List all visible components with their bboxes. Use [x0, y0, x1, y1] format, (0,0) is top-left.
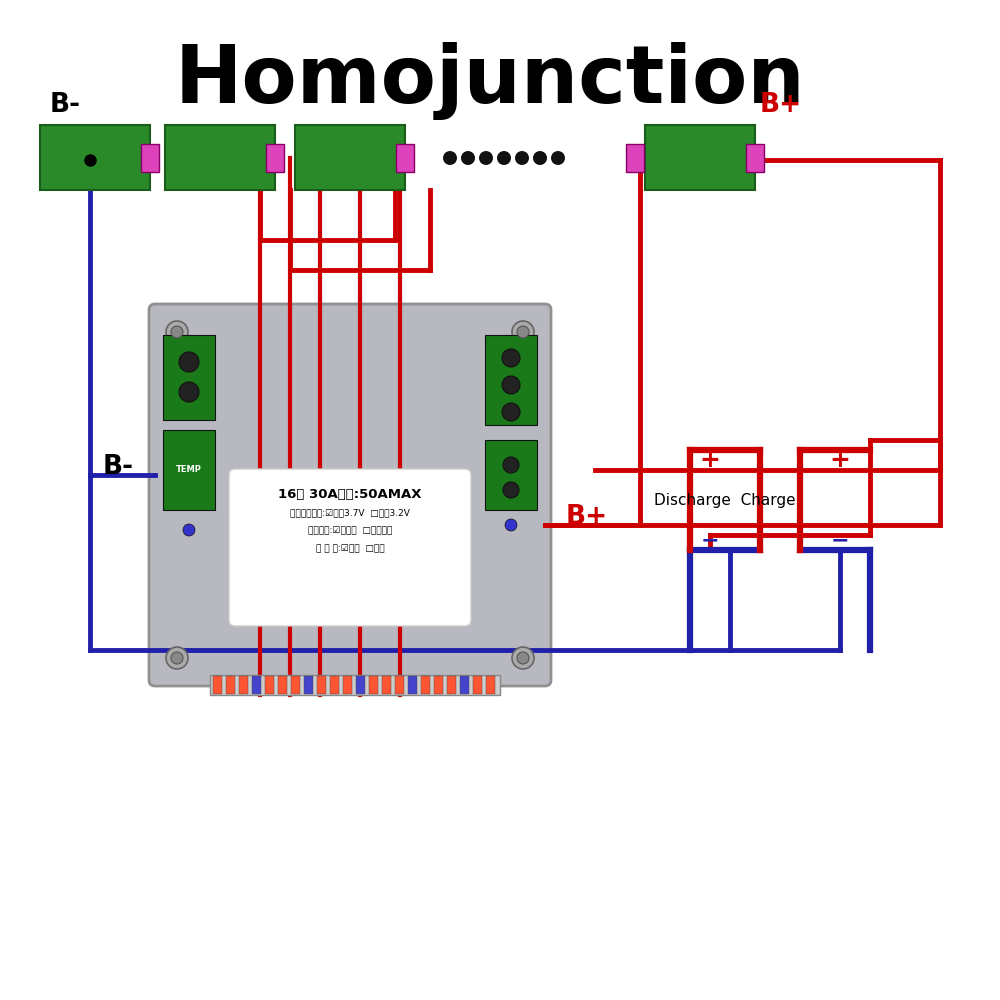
Bar	[252, 676, 261, 694]
Bar	[163, 335, 215, 420]
Circle shape	[166, 647, 188, 669]
Circle shape	[533, 151, 547, 165]
Bar	[460, 676, 469, 694]
Circle shape	[171, 652, 183, 664]
Circle shape	[443, 151, 457, 165]
Bar	[239, 676, 248, 694]
Bar	[226, 676, 235, 694]
Text: Homojunction: Homojunction	[175, 42, 805, 120]
Text: 均衡功能:☑带均衡  □不带均衡: 均衡功能:☑带均衡 □不带均衡	[308, 526, 392, 535]
FancyBboxPatch shape	[149, 304, 551, 686]
Text: 适合电芯类型:☑锂电3.7V  □铁锂3.2V: 适合电芯类型:☑锂电3.7V □铁锂3.2V	[290, 508, 410, 517]
Bar	[40, 125, 150, 190]
Text: −: −	[701, 530, 719, 550]
Text: −: −	[831, 530, 849, 550]
Bar	[421, 676, 430, 694]
FancyBboxPatch shape	[229, 469, 471, 626]
Circle shape	[551, 151, 565, 165]
Bar	[473, 676, 482, 694]
Bar	[356, 676, 365, 694]
Bar	[447, 676, 456, 694]
Bar	[266, 144, 284, 172]
Circle shape	[517, 326, 529, 338]
Bar	[278, 676, 287, 694]
Text: 接 线 口:☑同口  □异口: 接 线 口:☑同口 □异口	[316, 544, 384, 553]
Bar	[330, 676, 339, 694]
Text: 16节 30A持续:50AMAX: 16节 30A持续:50AMAX	[278, 488, 422, 501]
Bar	[746, 144, 764, 172]
Circle shape	[515, 151, 529, 165]
Circle shape	[183, 524, 195, 536]
Circle shape	[517, 652, 529, 664]
Bar	[291, 676, 300, 694]
Bar	[210, 675, 500, 695]
Circle shape	[503, 482, 519, 498]
Bar	[141, 144, 159, 172]
Text: TEMP: TEMP	[176, 466, 202, 475]
Bar	[163, 430, 215, 510]
Circle shape	[502, 349, 520, 367]
Circle shape	[179, 352, 199, 372]
Text: B-: B-	[103, 454, 134, 480]
Bar	[626, 144, 644, 172]
Circle shape	[179, 382, 199, 402]
Circle shape	[505, 519, 517, 531]
Bar	[295, 125, 405, 190]
Circle shape	[503, 457, 519, 473]
Bar	[317, 676, 326, 694]
Bar	[165, 125, 275, 190]
Bar	[486, 676, 495, 694]
Bar	[645, 125, 755, 190]
Bar	[408, 676, 417, 694]
Bar	[485, 440, 537, 510]
Bar	[485, 335, 537, 425]
Text: B+: B+	[760, 92, 802, 118]
Circle shape	[166, 321, 188, 343]
Bar	[343, 676, 352, 694]
Text: B+: B+	[566, 504, 608, 530]
Bar	[213, 676, 222, 694]
Bar	[304, 676, 313, 694]
Bar	[395, 676, 404, 694]
Bar	[434, 676, 443, 694]
Circle shape	[512, 321, 534, 343]
Text: Discharge  Charge: Discharge Charge	[654, 492, 796, 508]
Text: +: +	[830, 448, 850, 472]
Text: +: +	[700, 448, 720, 472]
Bar	[382, 676, 391, 694]
Circle shape	[171, 326, 183, 338]
Bar	[369, 676, 378, 694]
Text: B-: B-	[50, 92, 81, 118]
Bar	[396, 144, 414, 172]
Circle shape	[512, 647, 534, 669]
Circle shape	[461, 151, 475, 165]
Bar	[265, 676, 274, 694]
Circle shape	[502, 376, 520, 394]
Circle shape	[479, 151, 493, 165]
Circle shape	[502, 403, 520, 421]
Circle shape	[497, 151, 511, 165]
